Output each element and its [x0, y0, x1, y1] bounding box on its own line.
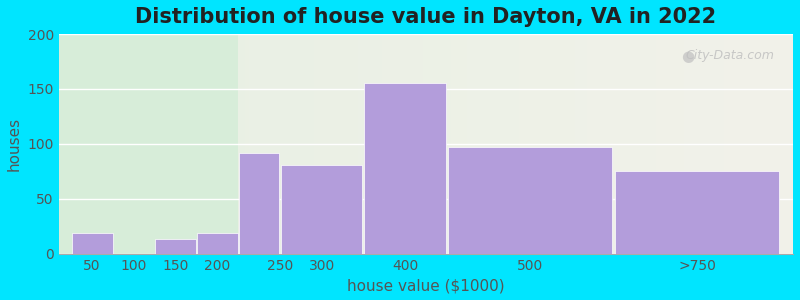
- Bar: [281, 165, 362, 254]
- Bar: [197, 233, 238, 254]
- Bar: [449, 147, 612, 254]
- Bar: [72, 233, 113, 254]
- Text: City-Data.com: City-Data.com: [686, 50, 774, 62]
- Bar: [238, 153, 279, 253]
- Title: Distribution of house value in Dayton, VA in 2022: Distribution of house value in Dayton, V…: [135, 7, 717, 27]
- Text: ●: ●: [681, 50, 694, 64]
- Y-axis label: houses: houses: [7, 117, 22, 171]
- Bar: [364, 83, 446, 254]
- Bar: [58, 34, 238, 254]
- X-axis label: house value ($1000): house value ($1000): [347, 278, 505, 293]
- Bar: [615, 171, 779, 254]
- Bar: [155, 239, 196, 254]
